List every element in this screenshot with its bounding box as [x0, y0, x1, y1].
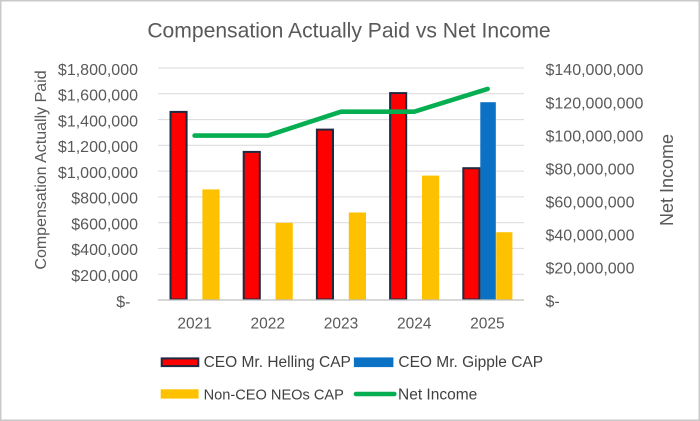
svg-text:2024: 2024 [397, 316, 432, 333]
svg-text:$120,000,000: $120,000,000 [546, 95, 644, 112]
svg-text:2022: 2022 [251, 316, 285, 333]
svg-text:$140,000,000: $140,000,000 [546, 62, 644, 79]
svg-text:2021: 2021 [177, 316, 211, 333]
svg-text:$800,000: $800,000 [71, 191, 138, 208]
svg-text:$1,000,000: $1,000,000 [58, 165, 138, 182]
svg-text:2025: 2025 [470, 316, 504, 333]
svg-text:$40,000,000: $40,000,000 [546, 228, 635, 245]
svg-text:$-: $- [116, 294, 130, 311]
svg-text:$80,000,000: $80,000,000 [546, 161, 635, 178]
svg-text:$200,000: $200,000 [71, 268, 138, 285]
svg-text:$400,000: $400,000 [71, 242, 138, 259]
svg-text:Net Income: Net Income [398, 387, 477, 404]
svg-text:$100,000,000: $100,000,000 [546, 128, 644, 145]
svg-text:Compensation Actually Paid: Compensation Actually Paid [33, 70, 50, 269]
svg-text:2023: 2023 [324, 316, 358, 333]
svg-text:$1,400,000: $1,400,000 [58, 113, 138, 130]
svg-text:$60,000,000: $60,000,000 [546, 195, 635, 212]
svg-text:$1,600,000: $1,600,000 [58, 88, 138, 105]
svg-text:$-: $- [546, 294, 560, 311]
svg-text:CEO Mr. Helling CAP: CEO Mr. Helling CAP [204, 354, 351, 371]
svg-text:CEO Mr. Gipple CAP: CEO Mr. Gipple CAP [398, 354, 543, 371]
svg-text:$20,000,000: $20,000,000 [546, 261, 635, 278]
svg-text:Non-CEO NEOs CAP: Non-CEO NEOs CAP [204, 388, 344, 404]
svg-text:$600,000: $600,000 [71, 217, 138, 234]
svg-text:Compensation Actually Paid vs: Compensation Actually Paid vs Net Income [147, 19, 550, 42]
svg-text:$1,800,000: $1,800,000 [58, 62, 138, 79]
svg-text:$1,200,000: $1,200,000 [58, 139, 138, 156]
svg-text:Net Income: Net Income [657, 134, 677, 226]
